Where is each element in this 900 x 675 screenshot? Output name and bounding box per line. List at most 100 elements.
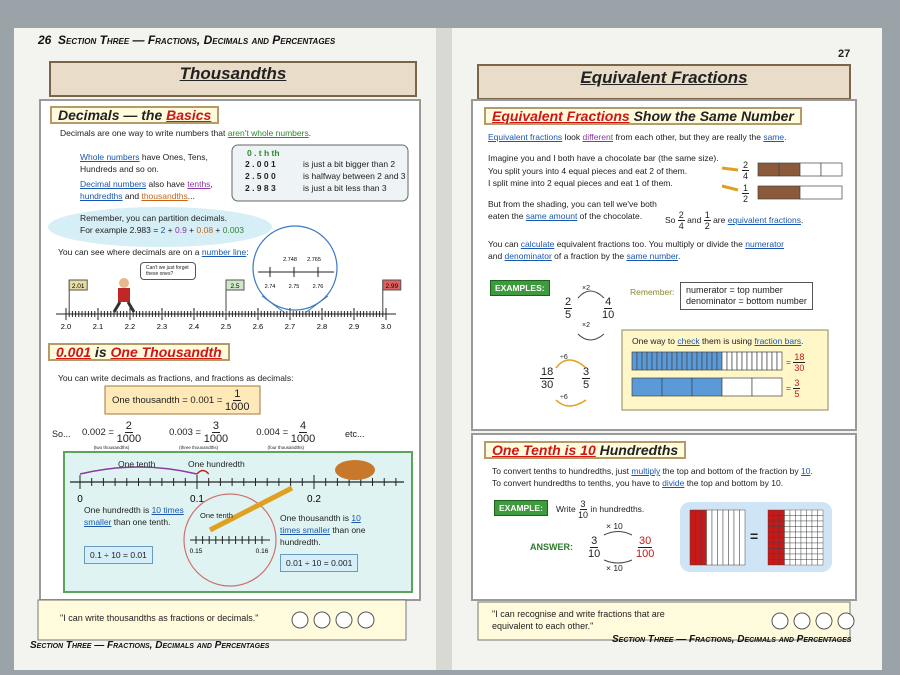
text-run: + [186,225,197,235]
tenth-cell [711,509,718,566]
text-run: To convert hundredths to tenths, you hav… [492,478,663,488]
text-run: Decimals are one way to write numbers th… [60,128,228,138]
place-number: 2 . 5 0 0 [245,171,276,181]
text-run: 1 [742,183,750,194]
denominator: 30 [794,363,805,373]
operation: ×2 [582,285,590,292]
chocolate-piece [799,162,822,177]
text-run: 0.003 [222,225,245,235]
hundredth-cell [800,526,807,533]
text-run: 18 30 [540,366,555,391]
text-run: + [213,225,223,235]
decimal: 0.002 = [82,427,114,439]
text-run: 5 [565,309,572,321]
hundredth-cell [773,509,780,516]
place-header: 0 . t h th [247,148,280,158]
hundredth-cell [811,509,818,516]
numerator: 4 [298,420,308,433]
text-run: them is using [699,336,755,346]
text-run: Equivalent fractions [488,132,563,142]
tenth-cell [695,509,702,566]
speech-bubble: Can't we just forget these ones? [140,262,196,280]
text-run: 3 [590,535,599,548]
text-run: 0.08 [196,225,214,235]
text-run: For example 2.983 = [80,225,161,235]
fraction-bar-cell [701,351,708,371]
hundredth-cell [800,531,807,538]
fraction: 4 1000 [291,420,315,445]
hundredth-cell [778,526,785,533]
fraction-bar-cell [686,351,693,371]
text-run: numerator [745,239,784,249]
fraction: 2 1000 [117,420,141,445]
etc: etc... [345,429,365,439]
text-run: 10 times smaller [84,505,184,527]
text-run: and [488,251,505,261]
text-run: of a fraction by the [551,251,627,261]
person-body [118,288,130,302]
hundredth-cell [778,553,785,560]
example: 0.002 = 2 1000 (two thousandths) [82,420,141,450]
text-run: Section Three — Fractions, Decimals and … [58,33,336,47]
fraction-bar-cell [696,351,703,371]
place-number: 2 . 0 0 1 [245,159,276,169]
text: Whole numbers have Ones, Tens, Hundreds … [80,151,228,175]
hundredth-cell [800,509,807,516]
text-run: Whole numbers [80,152,140,162]
text-run: . [308,128,312,138]
text-run: 4 [604,296,613,309]
text-run: 2 [564,296,573,309]
label: One tenth [118,459,156,469]
hundredth-cell [784,520,791,527]
text: You split yours into 4 equal pieces and … [488,166,688,176]
note: (three thousandths) [179,445,219,450]
text-run: fraction bars [754,336,802,346]
text-run: of the chocolate. [577,211,643,221]
operation: × 10 [606,521,623,531]
hundredth-cell [778,520,785,527]
text-run: Remember, you can partition decimals. [80,213,227,223]
hundredth-cell [817,537,824,544]
axis-label: 0.1 [190,494,204,505]
place-row: 2 . 9 8 3 is just a bit less than 3 [245,182,410,194]
axis-label: 0.2 [307,494,321,505]
operation: × 10 [606,563,623,573]
rating-icon [335,611,353,629]
tenth-cell [728,509,735,566]
fraction-bar-cell [666,351,673,371]
operation: ×2 [582,322,590,329]
fraction-bar-cell [641,351,648,371]
text: You can write decimals as fractions, and… [58,373,294,383]
chocolate-piece [820,162,843,177]
fraction-bar-cell [751,377,783,397]
text-run: 1 [703,210,711,221]
axis-label: 3.0 [381,322,391,331]
text-run: 5 [583,379,590,391]
heading: One Tenth is 10 Hundredths [484,441,687,459]
fraction: 3 1000 [204,420,228,445]
place-text: is just a bit bigger than 2 [303,159,396,169]
fraction-bar-cell [636,351,643,371]
zoom-top: 2.748 [283,257,297,263]
fraction: 3 10 [588,535,600,560]
text-run: 10 times smaller [280,513,361,535]
text-run: 2 [160,225,166,235]
hundredth-cell [773,537,780,544]
tenth-cell [706,509,713,566]
hundredth-cell [784,542,791,549]
text-run: One Thousandth [110,344,222,360]
text-run: 10 [588,548,601,560]
text-run: divide [662,478,685,488]
hundredth-cell [800,559,807,566]
hundredth-cell [806,526,813,533]
fraction-bar-cell [766,351,773,371]
heading: 0.001 is One Thousandth [48,343,230,361]
arrow [721,166,739,192]
equals: = [786,356,791,367]
